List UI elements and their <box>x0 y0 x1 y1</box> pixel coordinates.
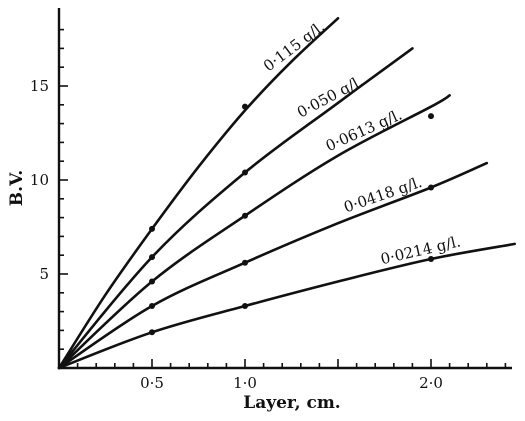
y-tick-label: 5 <box>39 265 49 283</box>
x-tick-label: 1·0 <box>233 374 257 392</box>
data-point <box>242 302 248 309</box>
series-curve <box>57 47 414 370</box>
data-point <box>428 184 434 191</box>
points-layer <box>149 103 434 336</box>
series-curve <box>57 242 516 370</box>
series-label: 0·115 g/l. <box>260 18 328 76</box>
data-point <box>242 169 248 176</box>
data-point <box>242 259 248 266</box>
data-point <box>428 113 434 120</box>
data-point <box>149 225 155 232</box>
x-axis-label: Layer, cm. <box>243 393 340 413</box>
data-point <box>149 302 155 309</box>
x-tick-label: 0·5 <box>140 374 164 392</box>
series-label: 0·0613 g/l. <box>323 106 405 156</box>
y-tick-label: 10 <box>30 171 49 189</box>
data-point <box>242 103 248 110</box>
series-curve <box>57 94 451 370</box>
curves-layer <box>57 17 516 370</box>
series-curve <box>57 17 340 370</box>
data-point <box>149 278 155 285</box>
series-label: 0·0214 g/l. <box>379 232 462 268</box>
ticks-layer: 5 10 15 0·5 1·0 2·0 <box>30 28 507 392</box>
y-axis-label: B.V. <box>7 170 27 206</box>
data-point <box>149 254 155 261</box>
series-curve <box>57 161 489 370</box>
data-point <box>428 255 434 262</box>
data-point <box>149 329 155 336</box>
x-tick-label: 2·0 <box>419 374 443 392</box>
y-tick-label: 15 <box>30 77 49 95</box>
data-point <box>242 212 248 219</box>
series-label: 0·050 g/l. <box>294 72 366 122</box>
